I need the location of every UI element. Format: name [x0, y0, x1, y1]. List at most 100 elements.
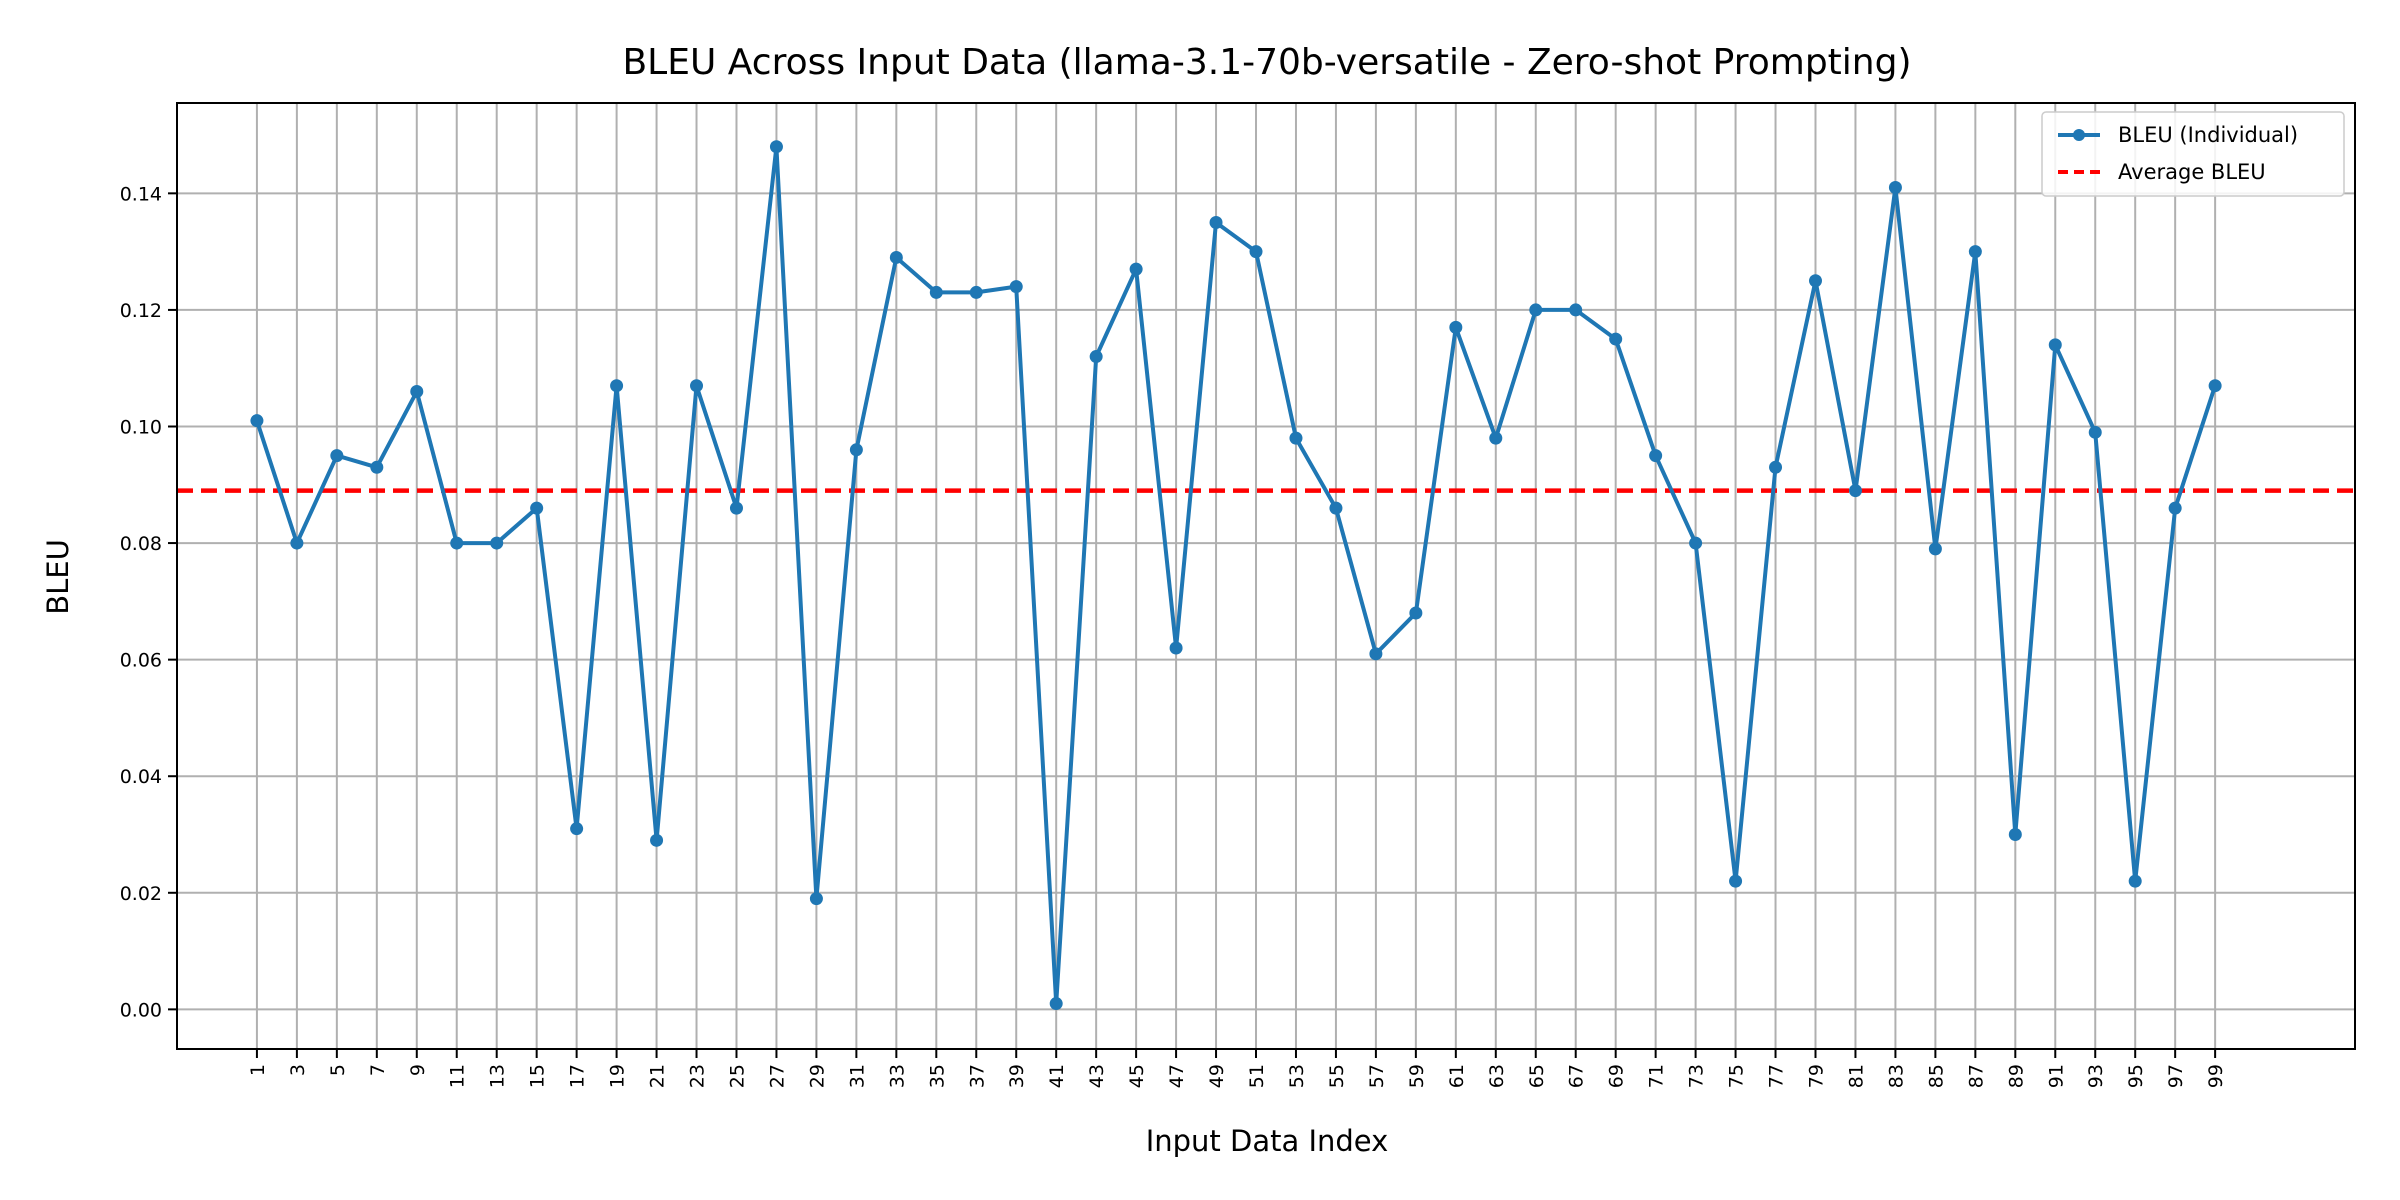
x-tick-label: 55: [1326, 1064, 1348, 1088]
data-point: [1009, 280, 1023, 294]
x-tick-label: 85: [1925, 1064, 1947, 1088]
data-point: [929, 285, 943, 299]
data-point: [769, 140, 783, 154]
x-tick-label: 89: [2005, 1064, 2027, 1088]
x-tick-label: 13: [487, 1064, 509, 1088]
series-layer: [250, 140, 2222, 1011]
x-tick-label: 33: [886, 1064, 908, 1088]
x-tick-label: 61: [1446, 1064, 1468, 1088]
series-line-bleu-individual: [254, 144, 2218, 1006]
y-tick-label: 0.08: [120, 533, 162, 555]
data-point: [1609, 332, 1623, 346]
y-tick-label: 0.04: [120, 766, 162, 788]
x-tick-label: 81: [1845, 1064, 1867, 1088]
data-point: [1129, 262, 1143, 276]
x-axis: 1 3 5 7 9 11 13 15 17 19 21 23 25 27 29 31 33 35 37 39 41 43 4…: [247, 1049, 2227, 1088]
data-point: [2048, 338, 2062, 352]
data-point: [729, 501, 743, 515]
data-point: [1249, 245, 1263, 259]
x-tick-label: 7: [367, 1064, 389, 1076]
x-tick-label: 91: [2045, 1064, 2067, 1088]
data-point: [530, 501, 544, 515]
x-tick-label: 97: [2165, 1064, 2187, 1088]
x-tick-label: 47: [1166, 1064, 1188, 1088]
legend-label-average-bleu: Average BLEU: [2118, 160, 2266, 184]
x-tick-label: 59: [1406, 1064, 1428, 1088]
data-point: [1089, 350, 1103, 364]
x-tick-label: 77: [1766, 1064, 1788, 1088]
data-point: [2128, 874, 2142, 888]
data-point: [1968, 245, 1982, 259]
y-tick-label: 0.10: [120, 416, 162, 438]
data-point: [1649, 449, 1663, 463]
data-point: [2168, 501, 2182, 515]
x-tick-label: 65: [1526, 1064, 1548, 1088]
data-point: [849, 443, 863, 457]
x-tick-label: 9: [407, 1064, 429, 1076]
data-point: [1848, 484, 1862, 498]
x-tick-label: 87: [1965, 1064, 1987, 1088]
x-tick-label: 17: [567, 1064, 589, 1088]
x-tick-label: 71: [1646, 1064, 1668, 1088]
y-tick-label: 0.00: [120, 999, 162, 1021]
data-point: [650, 833, 664, 847]
x-tick-label: 99: [2205, 1064, 2227, 1088]
x-tick-label: 93: [2085, 1064, 2107, 1088]
x-tick-label: 43: [1086, 1064, 1108, 1088]
x-tick-label: 25: [726, 1064, 748, 1088]
data-point: [330, 449, 344, 463]
x-tick-label: 27: [766, 1064, 788, 1088]
data-point: [1369, 647, 1383, 661]
x-tick-label: 51: [1246, 1064, 1268, 1088]
x-tick-label: 19: [607, 1064, 629, 1088]
x-axis-title: Input Data Index: [1146, 1124, 1389, 1158]
data-point: [570, 822, 584, 836]
x-tick-label: 73: [1686, 1064, 1708, 1088]
data-point: [1729, 874, 1743, 888]
data-point: [1808, 274, 1822, 288]
legend: BLEU (Individual) Average BLEU: [2041, 111, 2345, 197]
data-point: [1489, 431, 1503, 445]
legend-label-bleu-individual: BLEU (Individual): [2118, 123, 2298, 147]
data-point: [1769, 460, 1783, 474]
data-point: [250, 414, 264, 428]
data-point: [450, 536, 464, 550]
plot-area-frame: [176, 102, 2356, 1050]
x-tick-label: 83: [1885, 1064, 1907, 1088]
data-point: [690, 379, 704, 393]
x-tick-label: 69: [1606, 1064, 1628, 1088]
x-tick-label: 23: [687, 1064, 709, 1088]
data-point: [1449, 320, 1463, 334]
x-tick-label: 57: [1366, 1064, 1388, 1088]
y-tick-label: 0.06: [120, 650, 162, 672]
data-point: [290, 536, 304, 550]
data-point: [1289, 431, 1303, 445]
data-point: [1169, 641, 1183, 655]
data-point: [1329, 501, 1343, 515]
x-tick-label: 35: [926, 1064, 948, 1088]
data-point: [1529, 303, 1543, 317]
data-point: [1409, 606, 1423, 620]
x-tick-label: 49: [1206, 1064, 1228, 1088]
x-tick-label: 37: [966, 1064, 988, 1088]
data-point: [2208, 379, 2222, 393]
y-tick-label: 0.02: [120, 883, 162, 905]
legend-box: [2041, 111, 2345, 197]
data-point: [370, 460, 384, 474]
x-tick-label: 41: [1046, 1064, 1068, 1088]
x-tick-label: 29: [806, 1064, 828, 1088]
data-point: [1928, 542, 1942, 556]
x-tick-label: 75: [1726, 1064, 1748, 1088]
x-tick-label: 67: [1566, 1064, 1588, 1088]
y-axis: 0.00 0.02 0.04 0.06 0.08 0.10 0.12 0.14: [120, 183, 177, 1021]
data-point: [809, 892, 823, 906]
chart-title: BLEU Across Input Data (llama-3.1-70b-ve…: [622, 42, 1911, 83]
data-point: [610, 379, 624, 393]
x-tick-label: 95: [2125, 1064, 2147, 1088]
x-tick-label: 45: [1126, 1064, 1148, 1088]
data-point: [969, 285, 983, 299]
data-point: [889, 250, 903, 264]
data-point: [490, 536, 504, 550]
y-axis-title: BLEU: [41, 539, 75, 615]
